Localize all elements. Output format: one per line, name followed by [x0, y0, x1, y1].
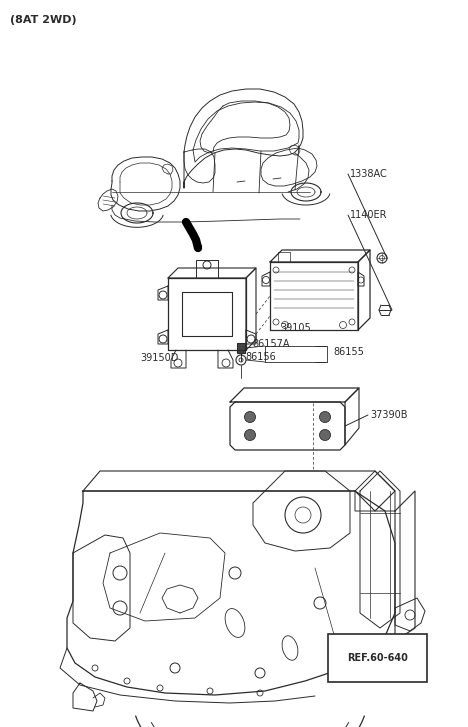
Circle shape [320, 430, 330, 441]
Text: 86156: 86156 [245, 352, 276, 362]
Ellipse shape [225, 608, 245, 638]
Text: (8AT 2WD): (8AT 2WD) [10, 15, 77, 25]
Text: 86155: 86155 [333, 347, 364, 357]
Circle shape [320, 411, 330, 422]
Circle shape [244, 430, 256, 441]
Text: 1338AC: 1338AC [350, 169, 388, 179]
Text: 39150D: 39150D [140, 353, 178, 363]
Text: 37390B: 37390B [370, 410, 408, 420]
Text: REF.60-640: REF.60-640 [347, 653, 408, 663]
Ellipse shape [282, 636, 298, 660]
Text: 86157A: 86157A [252, 339, 290, 349]
Bar [237, 343, 245, 353]
Circle shape [244, 411, 256, 422]
Text: 1140ER: 1140ER [350, 210, 388, 220]
Text: 39105: 39105 [280, 323, 311, 333]
